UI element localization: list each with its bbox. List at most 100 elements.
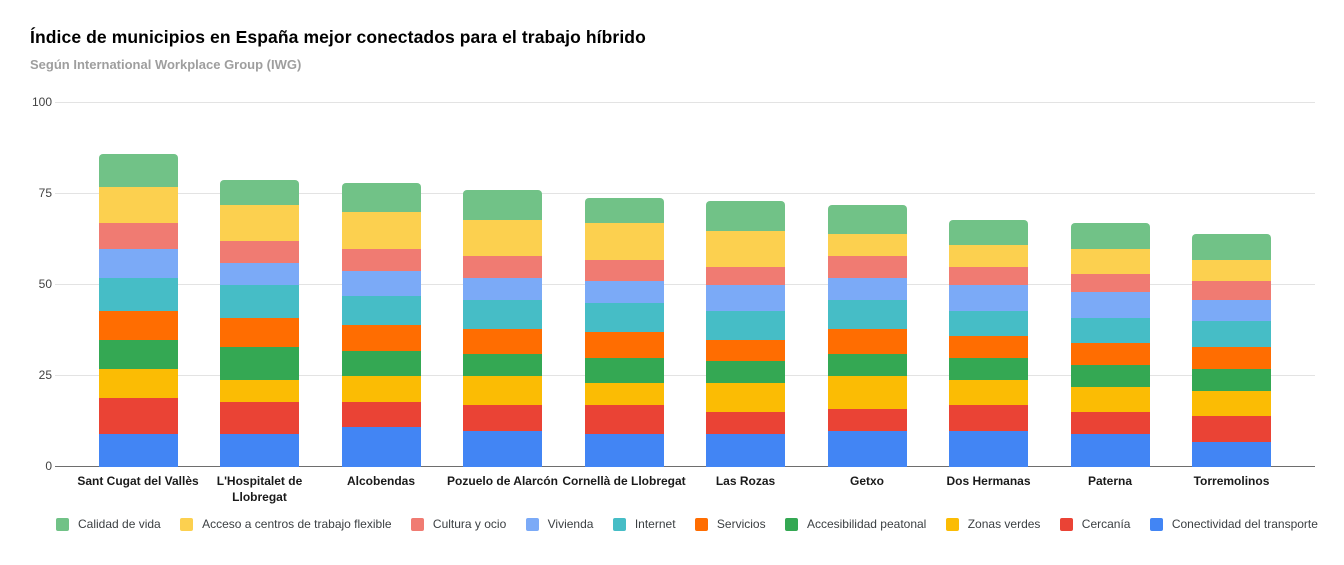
bar-segment-cultura-y-ocio[interactable] bbox=[1070, 274, 1150, 293]
bar-segment-accesibilidad-peatonal[interactable] bbox=[341, 350, 421, 377]
bar-segment-cercan-a[interactable] bbox=[1192, 416, 1271, 442]
bar-segment-cercan-a[interactable] bbox=[98, 397, 178, 435]
bar-segment-acceso-a-centros-de-trabajo-flexible[interactable] bbox=[463, 219, 542, 256]
bar-segment-vivienda[interactable] bbox=[949, 285, 1028, 311]
bar-segment-servicios[interactable] bbox=[220, 317, 299, 347]
bar-segment-calidad-de-vida[interactable] bbox=[98, 154, 178, 187]
bar-segment-accesibilidad-peatonal[interactable] bbox=[220, 346, 299, 380]
bar-segment-accesibilidad-peatonal[interactable] bbox=[1070, 365, 1150, 387]
bar-segment-conectividad-del-transporte[interactable] bbox=[463, 430, 542, 467]
bar-segment-zonas-verdes[interactable] bbox=[341, 376, 421, 402]
legend-item-vivienda[interactable]: Vivienda bbox=[525, 517, 593, 531]
bar-segment-zonas-verdes[interactable] bbox=[220, 379, 299, 402]
bar-segment-acceso-a-centros-de-trabajo-flexible[interactable] bbox=[584, 223, 664, 260]
bar-segment-acceso-a-centros-de-trabajo-flexible[interactable] bbox=[1192, 259, 1271, 282]
bar-segment-accesibilidad-peatonal[interactable] bbox=[584, 357, 664, 384]
bar-segment-accesibilidad-peatonal[interactable] bbox=[98, 339, 178, 369]
bar-segment-calidad-de-vida[interactable] bbox=[463, 190, 542, 220]
bar-segment-calidad-de-vida[interactable] bbox=[706, 201, 785, 231]
bar-segment-conectividad-del-transporte[interactable] bbox=[584, 434, 664, 467]
bar-segment-accesibilidad-peatonal[interactable] bbox=[706, 361, 785, 384]
bar-segment-internet[interactable] bbox=[1192, 321, 1271, 347]
bar-segment-conectividad-del-transporte[interactable] bbox=[827, 430, 907, 467]
bar-segment-cultura-y-ocio[interactable] bbox=[220, 241, 299, 264]
bar-segment-zonas-verdes[interactable] bbox=[584, 383, 664, 406]
bar-segment-servicios[interactable] bbox=[827, 328, 907, 355]
bar-segment-accesibilidad-peatonal[interactable] bbox=[827, 354, 907, 377]
bar-segment-vivienda[interactable] bbox=[98, 248, 178, 278]
bar-segment-cultura-y-ocio[interactable] bbox=[706, 266, 785, 286]
legend-item-internet[interactable]: Internet bbox=[612, 517, 676, 531]
bar-segment-vivienda[interactable] bbox=[1070, 292, 1150, 318]
bar-segment-cercan-a[interactable] bbox=[341, 401, 421, 427]
bar-segment-conectividad-del-transporte[interactable] bbox=[220, 434, 299, 467]
legend-item-calidad-de-vida[interactable]: Calidad de vida bbox=[56, 517, 161, 531]
bar-segment-calidad-de-vida[interactable] bbox=[949, 219, 1028, 246]
bar-segment-vivienda[interactable] bbox=[463, 277, 542, 300]
bar-segment-zonas-verdes[interactable] bbox=[1070, 386, 1150, 413]
bar-segment-vivienda[interactable] bbox=[827, 277, 907, 300]
bar-segment-cercan-a[interactable] bbox=[220, 401, 299, 435]
bar-segment-acceso-a-centros-de-trabajo-flexible[interactable] bbox=[220, 205, 299, 242]
bar-segment-calidad-de-vida[interactable] bbox=[341, 183, 421, 213]
bar-segment-servicios[interactable] bbox=[341, 325, 421, 351]
bar-segment-internet[interactable] bbox=[1070, 317, 1150, 344]
bar-segment-vivienda[interactable] bbox=[584, 281, 664, 304]
bar-segment-accesibilidad-peatonal[interactable] bbox=[463, 354, 542, 377]
bar-segment-cultura-y-ocio[interactable] bbox=[463, 255, 542, 278]
bar-segment-zonas-verdes[interactable] bbox=[827, 376, 907, 409]
bar-segment-internet[interactable] bbox=[98, 277, 178, 311]
bar-segment-cercan-a[interactable] bbox=[1070, 412, 1150, 435]
bar-segment-servicios[interactable] bbox=[949, 336, 1028, 358]
bar-segment-accesibilidad-peatonal[interactable] bbox=[949, 357, 1028, 380]
legend-item-acceso-a-centros-de-trabajo-flexible[interactable]: Acceso a centros de trabajo flexible bbox=[180, 517, 392, 531]
bar-segment-calidad-de-vida[interactable] bbox=[584, 197, 664, 224]
bar-segment-calidad-de-vida[interactable] bbox=[1192, 234, 1271, 260]
bar-segment-internet[interactable] bbox=[827, 299, 907, 329]
bar-segment-servicios[interactable] bbox=[706, 339, 785, 362]
bar-segment-servicios[interactable] bbox=[1192, 346, 1271, 369]
bar-segment-vivienda[interactable] bbox=[706, 285, 785, 311]
bar-segment-conectividad-del-transporte[interactable] bbox=[706, 434, 785, 467]
bar-segment-conectividad-del-transporte[interactable] bbox=[1192, 441, 1271, 467]
bar-segment-internet[interactable] bbox=[584, 303, 664, 333]
bar-segment-acceso-a-centros-de-trabajo-flexible[interactable] bbox=[98, 186, 178, 224]
bar-segment-accesibilidad-peatonal[interactable] bbox=[1192, 368, 1271, 391]
bar-segment-cultura-y-ocio[interactable] bbox=[98, 223, 178, 249]
bar-segment-calidad-de-vida[interactable] bbox=[1070, 223, 1150, 249]
bar-segment-acceso-a-centros-de-trabajo-flexible[interactable] bbox=[949, 245, 1028, 267]
bar-segment-servicios[interactable] bbox=[463, 328, 542, 355]
bar-segment-zonas-verdes[interactable] bbox=[463, 376, 542, 406]
bar-segment-cultura-y-ocio[interactable] bbox=[827, 255, 907, 278]
bar-segment-servicios[interactable] bbox=[584, 332, 664, 358]
bar-segment-internet[interactable] bbox=[220, 285, 299, 318]
bar-segment-zonas-verdes[interactable] bbox=[98, 368, 178, 398]
legend-item-conectividad-del-transporte[interactable]: Conectividad del transporte bbox=[1149, 517, 1318, 531]
bar-segment-conectividad-del-transporte[interactable] bbox=[1070, 434, 1150, 467]
bar-segment-internet[interactable] bbox=[706, 310, 785, 340]
bar-segment-conectividad-del-transporte[interactable] bbox=[98, 434, 178, 467]
bar-segment-calidad-de-vida[interactable] bbox=[220, 179, 299, 206]
bar-segment-cultura-y-ocio[interactable] bbox=[584, 259, 664, 282]
bar-segment-acceso-a-centros-de-trabajo-flexible[interactable] bbox=[706, 230, 785, 267]
bar-segment-zonas-verdes[interactable] bbox=[706, 383, 785, 413]
bar-segment-internet[interactable] bbox=[463, 299, 542, 329]
bar-segment-servicios[interactable] bbox=[1070, 343, 1150, 366]
bar-segment-zonas-verdes[interactable] bbox=[949, 379, 1028, 406]
bar-segment-servicios[interactable] bbox=[98, 310, 178, 340]
bar-segment-cercan-a[interactable] bbox=[584, 405, 664, 435]
legend-item-accesibilidad-peatonal[interactable]: Accesibilidad peatonal bbox=[784, 517, 926, 531]
bar-segment-vivienda[interactable] bbox=[1192, 299, 1271, 322]
bar-segment-internet[interactable] bbox=[949, 310, 1028, 337]
bar-segment-acceso-a-centros-de-trabajo-flexible[interactable] bbox=[1070, 248, 1150, 275]
legend-item-servicios[interactable]: Servicios bbox=[694, 517, 766, 531]
legend-item-cercan-a[interactable]: Cercanía bbox=[1059, 517, 1130, 531]
legend-item-zonas-verdes[interactable]: Zonas verdes bbox=[945, 517, 1040, 531]
bar-segment-vivienda[interactable] bbox=[341, 270, 421, 296]
bar-segment-acceso-a-centros-de-trabajo-flexible[interactable] bbox=[827, 234, 907, 256]
legend-item-cultura-y-ocio[interactable]: Cultura y ocio bbox=[410, 517, 506, 531]
bar-segment-cercan-a[interactable] bbox=[463, 405, 542, 431]
bar-segment-cultura-y-ocio[interactable] bbox=[949, 266, 1028, 286]
bar-segment-calidad-de-vida[interactable] bbox=[827, 205, 907, 235]
bar-segment-acceso-a-centros-de-trabajo-flexible[interactable] bbox=[341, 212, 421, 249]
